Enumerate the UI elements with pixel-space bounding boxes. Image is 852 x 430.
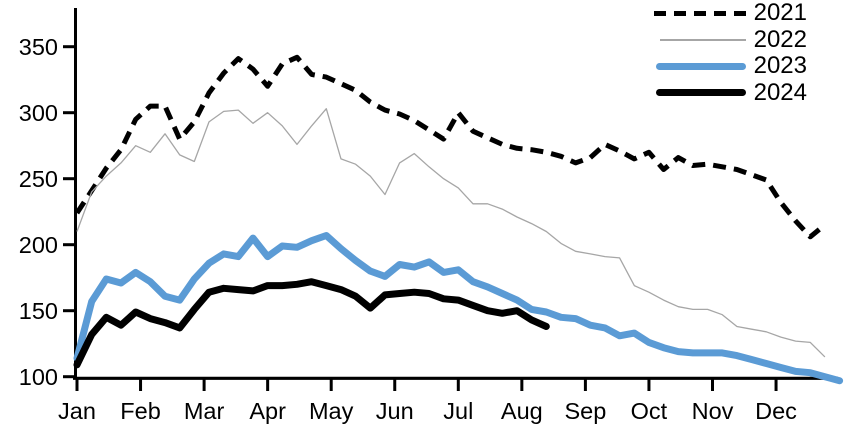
- legend-label-2022: 2022: [753, 25, 807, 53]
- x-tick-label: Jul: [443, 398, 473, 424]
- legend-line-2024-black: [655, 89, 746, 97]
- x-tick-label: Oct: [631, 398, 668, 424]
- x-tick-label: Jan: [58, 398, 96, 424]
- legend-item-2024: 2024: [654, 80, 807, 107]
- x-tick-label: Jun: [376, 398, 414, 424]
- y-tick-label: 150: [19, 298, 58, 324]
- legend-item-2023: 2023: [654, 53, 807, 80]
- legend-line-2022-gray: [659, 38, 746, 41]
- y-tick-label: 100: [19, 364, 58, 390]
- legend: 2021 2022 2023 2024: [653, 0, 807, 107]
- legend-label-2024: 2024: [753, 78, 807, 106]
- y-tick-label: 200: [19, 232, 58, 258]
- legend-label-2021: 2021: [753, 0, 807, 27]
- series-line-2023: [73, 232, 844, 385]
- series-line-2024: [73, 278, 550, 369]
- x-tick-label: May: [309, 398, 354, 424]
- x-tick-label: Aug: [501, 398, 543, 424]
- legend-line-2021-dashed: [653, 10, 746, 16]
- y-tick-label: 350: [19, 34, 58, 60]
- legend-label-2023: 2023: [753, 52, 807, 80]
- x-tick-label: Dec: [755, 398, 797, 424]
- x-tick-label: Mar: [184, 398, 225, 424]
- y-tick-label: 250: [19, 166, 58, 192]
- series-line-2022: [76, 108, 826, 358]
- legend-item-2021: 2021: [653, 0, 807, 27]
- x-tick-label: Sep: [564, 398, 606, 424]
- x-tick-label: Apr: [249, 398, 286, 424]
- legend-line-2023-blue: [655, 62, 746, 70]
- x-tick-label: Feb: [120, 398, 161, 424]
- legend-item-2022: 2022: [654, 27, 807, 54]
- series-line-2021: [74, 54, 827, 240]
- x-tick-label: Nov: [692, 398, 734, 424]
- y-tick-label: 300: [19, 100, 58, 126]
